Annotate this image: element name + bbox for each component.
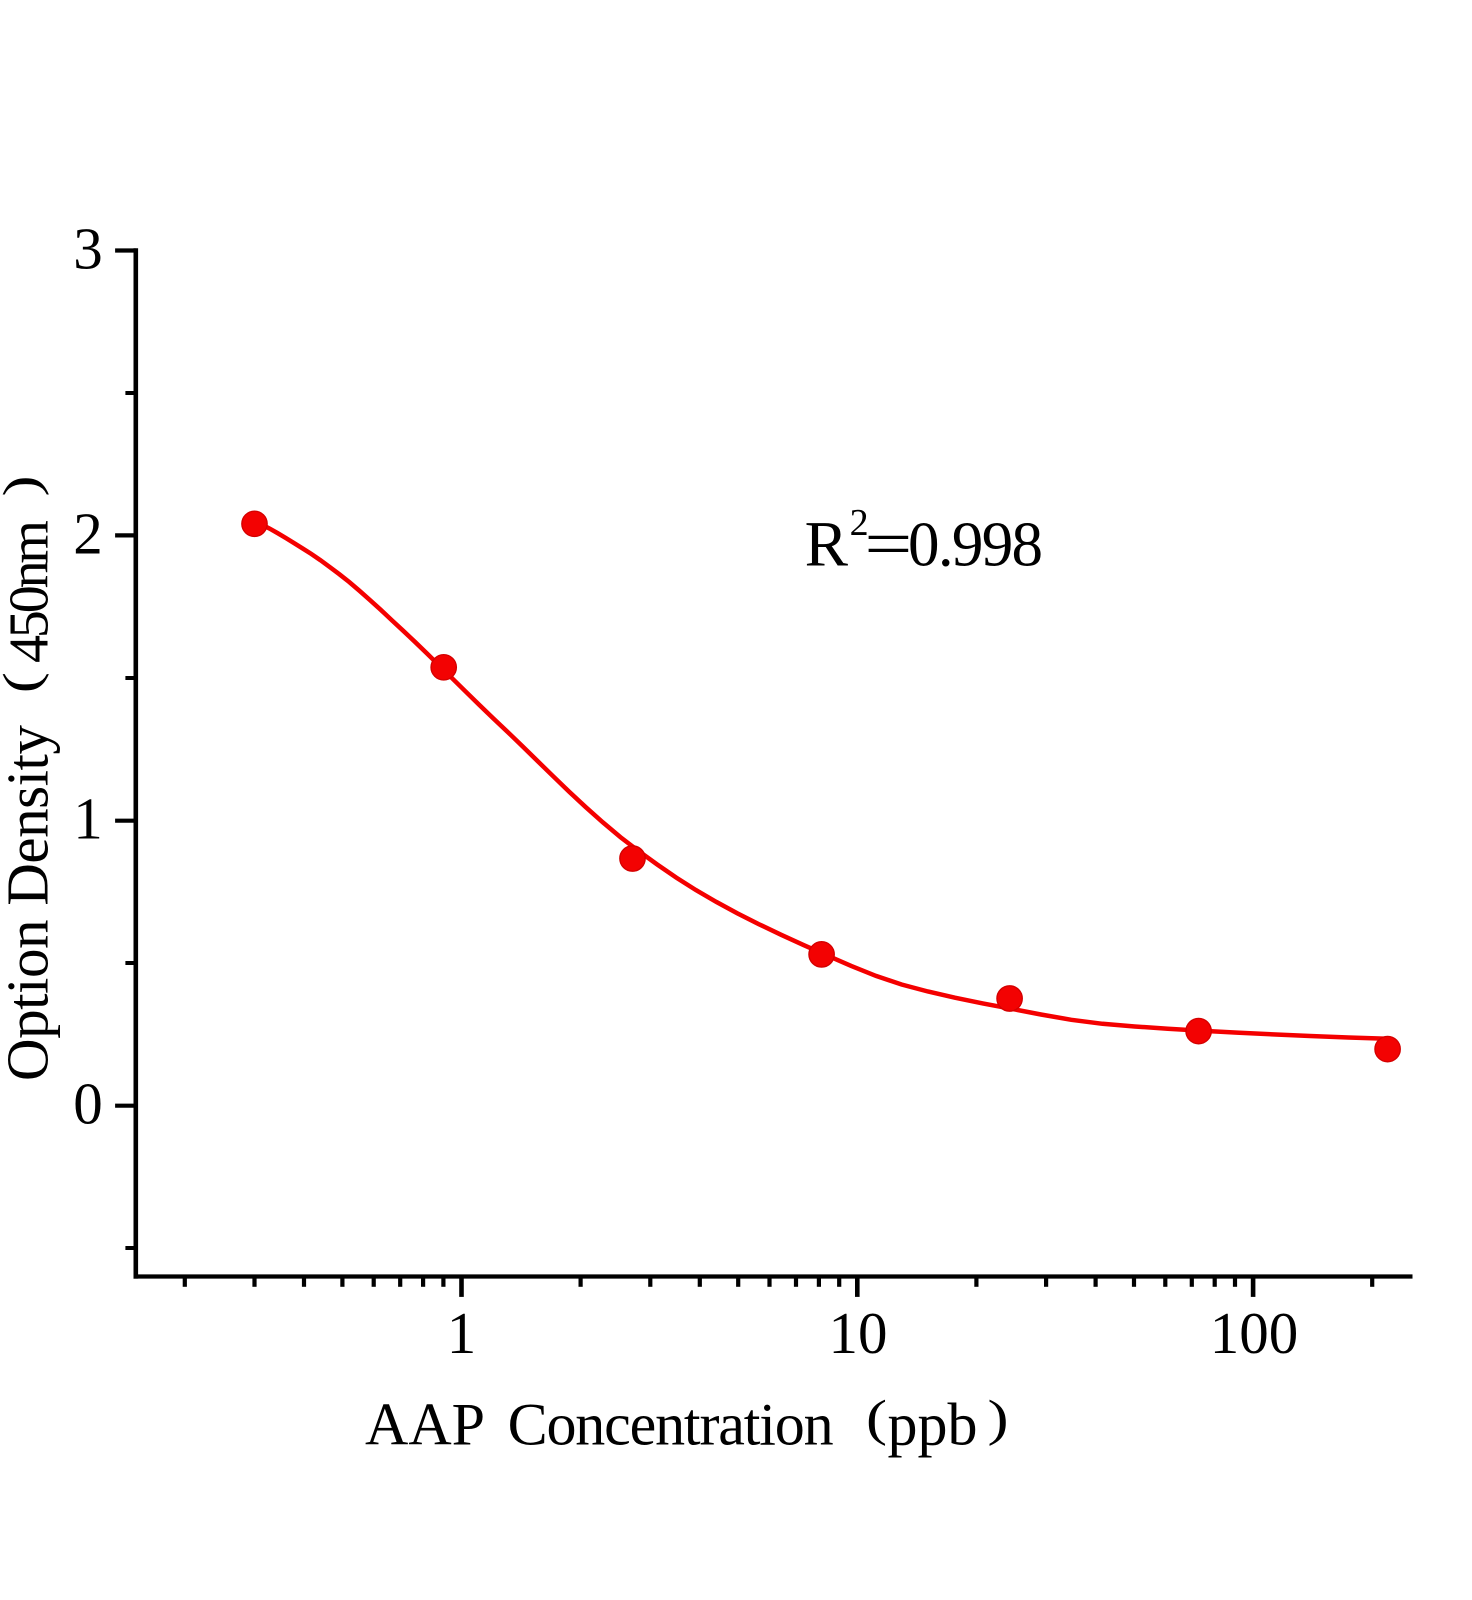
svg-text:ppb: ppb [888,1392,978,1458]
svg-text:R: R [805,509,849,581]
svg-text:): ) [988,1391,1009,1447]
svg-text:Option Density: Option Density [0,725,61,1082]
svg-text:AAP: AAP [365,1392,485,1458]
svg-text:0.998: 0.998 [908,510,1043,580]
svg-text:): ) [0,475,49,496]
svg-text:100: 100 [1210,1300,1299,1366]
svg-text:1: 1 [447,1300,477,1366]
svg-text:2: 2 [850,502,869,544]
svg-text:450nm: 450nm [0,520,61,663]
svg-text:(: ( [0,672,49,693]
svg-text:Concentration: Concentration [508,1392,834,1458]
svg-text:3: 3 [73,216,103,282]
svg-text:10: 10 [829,1300,888,1366]
svg-text:2: 2 [73,500,103,566]
svg-text:1: 1 [73,786,103,852]
svg-text:=: = [864,509,912,581]
svg-text:(: ( [866,1391,887,1447]
svg-text:0: 0 [73,1071,103,1137]
